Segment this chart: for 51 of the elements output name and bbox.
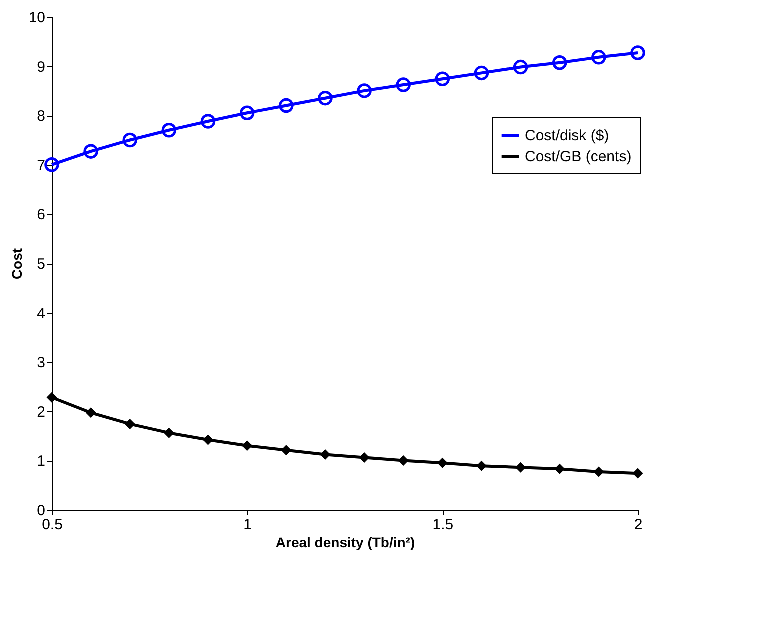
- point: [592, 50, 606, 65]
- x-axis-title: Areal density (Tb/in²): [276, 534, 416, 550]
- point: [435, 72, 450, 86]
- point: [240, 106, 255, 120]
- y-tick-label: 2: [37, 404, 46, 421]
- point: [84, 144, 98, 159]
- point: [594, 466, 604, 478]
- legend-label: Cost/GB (cents): [525, 148, 632, 166]
- y-tick-label: 0: [37, 502, 46, 520]
- point: [632, 468, 644, 479]
- point: [162, 123, 177, 138]
- point: [46, 392, 58, 403]
- point: [203, 434, 214, 446]
- point: [476, 460, 487, 472]
- y-tick-label: 10: [28, 10, 46, 26]
- point: [164, 428, 174, 438]
- point: [552, 55, 568, 70]
- point: [124, 418, 136, 430]
- point: [398, 455, 409, 466]
- point: [554, 464, 566, 474]
- y-tick-label: 8: [37, 108, 46, 126]
- y-tick-label: 5: [37, 256, 46, 273]
- point: [320, 450, 331, 460]
- point: [396, 78, 411, 92]
- x-tick-label: 1.5: [432, 516, 454, 534]
- x-tick-label: 1: [244, 516, 252, 534]
- point: [200, 114, 216, 129]
- y-tick-label: 9: [37, 58, 46, 76]
- point: [474, 66, 490, 81]
- y-tick-label: 3: [37, 354, 46, 372]
- y-tick-label: 1: [37, 453, 46, 470]
- point: [242, 440, 253, 452]
- point: [516, 462, 526, 473]
- point: [318, 90, 333, 106]
- point: [281, 445, 292, 456]
- y-axis-title: Cost: [8, 248, 25, 280]
- point: [279, 98, 294, 114]
- point: [357, 84, 372, 98]
- point: [437, 458, 448, 468]
- x-tick-label: 2: [634, 516, 643, 534]
- point: [630, 46, 646, 60]
- point: [359, 452, 370, 463]
- point: [513, 60, 528, 75]
- point: [44, 158, 60, 172]
- point: [122, 132, 138, 148]
- y-tick-label: 4: [37, 305, 46, 322]
- point: [86, 408, 96, 418]
- legend-label: Cost/disk ($): [525, 128, 610, 144]
- y-tick-label: 6: [37, 206, 46, 224]
- y-tick-label: 7: [37, 157, 46, 174]
- x-tick-label: 0.5: [42, 516, 63, 534]
